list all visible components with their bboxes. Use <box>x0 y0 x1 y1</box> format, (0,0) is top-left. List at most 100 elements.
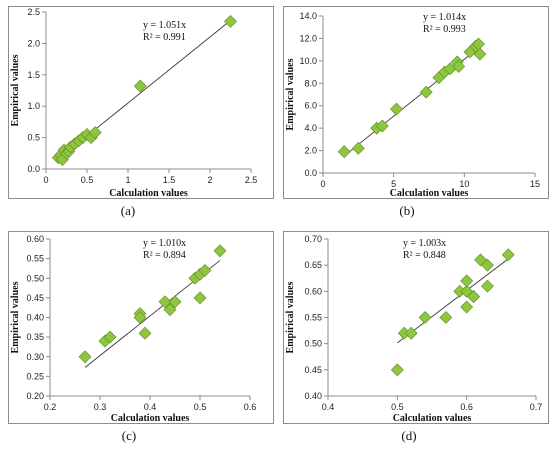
y-tick-label: 0.60 <box>26 234 44 244</box>
chart-caption-c: (c) <box>121 428 137 443</box>
trendline-equation: y = 1.003x <box>403 238 446 249</box>
data-point <box>418 311 432 324</box>
x-tick-label: 0.5 <box>391 402 404 412</box>
y-tick-label: 2.0 <box>27 38 40 48</box>
data-point <box>337 145 351 159</box>
x-tick-label: 5 <box>391 179 396 189</box>
chart-svg-a: 0 0.5 1 1.5 2 2.5 0.0 0.5 1.0 1.5 2.0 2.5 Calculatio… <box>8 6 274 199</box>
y-tick-label: 6.0 <box>304 101 317 111</box>
y-tick-label: 0.0 <box>304 168 317 178</box>
data-point <box>390 363 404 377</box>
data-point <box>467 290 481 303</box>
y-axis-title: Empirical values <box>10 281 21 353</box>
data-point <box>78 350 92 364</box>
x-tick-label: 0.4 <box>144 402 157 412</box>
chart-svg-b: 0 5 10 15 0.0 2.0 4.0 6.0 8.0 10.0 12.0 14.0 Calcula… <box>283 6 549 199</box>
x-axis-title: Calculation values <box>109 188 188 199</box>
y-tick-label: 0.60 <box>304 286 322 296</box>
y-tick-label: 10.0 <box>299 56 317 66</box>
y-tick-label: 4.0 <box>304 123 317 133</box>
chart-svg-c: 0.2 0.3 0.4 0.5 0.6 0.20 0.25 0.30 0.35 0.40 0.45 0… <box>8 231 274 424</box>
x-tick-label: 0.6 <box>244 402 257 412</box>
data-point <box>375 119 389 133</box>
y-axis-title: Empirical values <box>285 58 296 130</box>
chart-frame <box>8 231 274 424</box>
data-point <box>224 14 237 28</box>
y-tick-label: 0.50 <box>26 273 44 283</box>
y-tick-label: 0.35 <box>26 332 44 342</box>
x-tick-label: 0.5 <box>81 175 94 185</box>
y-axis-title: Empirical values <box>285 281 296 353</box>
y-tick-label: 8.0 <box>304 78 317 88</box>
y-tick-label: 0.65 <box>304 260 322 270</box>
data-point <box>452 60 466 73</box>
data-point <box>419 85 433 99</box>
y-tick-label: 2.0 <box>304 146 317 156</box>
r-squared-label: R² = 0.894 <box>143 250 186 261</box>
x-axis-title: Calculation values <box>390 188 469 199</box>
data-point <box>138 326 152 340</box>
chart-frame <box>283 6 549 199</box>
chart-caption-b: (b) <box>399 203 415 218</box>
x-tick-label: 10 <box>459 179 469 189</box>
data-point <box>163 303 177 317</box>
x-tick-label: 0.3 <box>94 402 107 412</box>
x-tick-label: 0 <box>320 179 325 189</box>
x-axis-title: Calculation values <box>111 413 190 424</box>
trendline <box>397 258 509 344</box>
data-point <box>88 126 102 140</box>
trendline-equation: y = 1.010x <box>143 238 186 249</box>
x-tick-label: 15 <box>530 179 540 189</box>
data-point <box>481 279 494 293</box>
x-tick-label: 1 <box>125 175 130 185</box>
y-axis-title: Empirical values <box>10 54 21 126</box>
chart-frame <box>8 6 274 199</box>
data-point <box>460 274 474 288</box>
x-tick-label: 0.5 <box>194 402 207 412</box>
r-squared-label: R² = 0.848 <box>403 250 446 261</box>
y-tick-label: 0.45 <box>304 365 322 375</box>
y-tick-label: 0.20 <box>26 391 44 401</box>
chart-caption-d: (d) <box>401 428 417 443</box>
data-point <box>460 284 474 298</box>
y-tick-label: 1.5 <box>27 70 40 80</box>
data-point <box>133 79 147 93</box>
y-tick-label: 0.25 <box>26 371 44 381</box>
y-tick-label: 0.50 <box>304 339 322 349</box>
data-point <box>158 295 172 309</box>
chart-panel-d: 0.4 0.5 0.6 0.7 0.40 0.45 0.50 0.55 0.60 0.65 0.70… <box>275 225 550 425</box>
y-tick-label: 1.0 <box>27 101 40 111</box>
y-tick-label: 2.5 <box>27 7 40 17</box>
data-point <box>439 311 453 324</box>
y-tick-label: 0.40 <box>26 313 44 323</box>
data-point <box>390 102 403 116</box>
data-point <box>460 300 474 314</box>
y-tick-label: 0.40 <box>304 391 322 401</box>
data-point <box>481 258 494 272</box>
data-point <box>473 47 487 61</box>
y-tick-label: 0.55 <box>26 254 44 264</box>
x-tick-label: 2 <box>207 175 212 185</box>
trendline-equation: y = 1.051x <box>143 20 186 31</box>
y-tick-label: 14.0 <box>299 11 317 21</box>
y-tick-label: 0.30 <box>26 352 44 362</box>
y-tick-label: 0.5 <box>27 133 40 143</box>
data-point <box>133 311 147 324</box>
data-point <box>168 295 182 309</box>
data-point <box>404 326 418 340</box>
y-tick-label: 12.0 <box>299 33 317 43</box>
data-point <box>103 330 117 344</box>
data-point <box>213 244 227 258</box>
trendline-equation: y = 1.014x <box>423 12 466 23</box>
chart-panel-c: 0.2 0.3 0.4 0.5 0.6 0.20 0.25 0.30 0.35 0.40 0.45 0… <box>0 225 275 425</box>
x-tick-label: 2.5 <box>245 175 258 185</box>
chart-panel-b: 0 5 10 15 0.0 2.0 4.0 6.0 8.0 10.0 12.0 14.0 Calcula… <box>275 0 550 200</box>
x-tick-label: 0.6 <box>460 402 473 412</box>
y-tick-label: 0.0 <box>27 164 40 174</box>
chart-svg-d: 0.4 0.5 0.6 0.7 0.40 0.45 0.50 0.55 0.60 0.65 0.70… <box>283 231 549 424</box>
r-squared-label: R² = 0.991 <box>143 32 186 43</box>
chart-caption-a: (a) <box>120 203 136 218</box>
x-tick-label: 0.7 <box>530 402 543 412</box>
y-tick-label: 0.55 <box>304 313 322 323</box>
data-point <box>501 248 515 262</box>
